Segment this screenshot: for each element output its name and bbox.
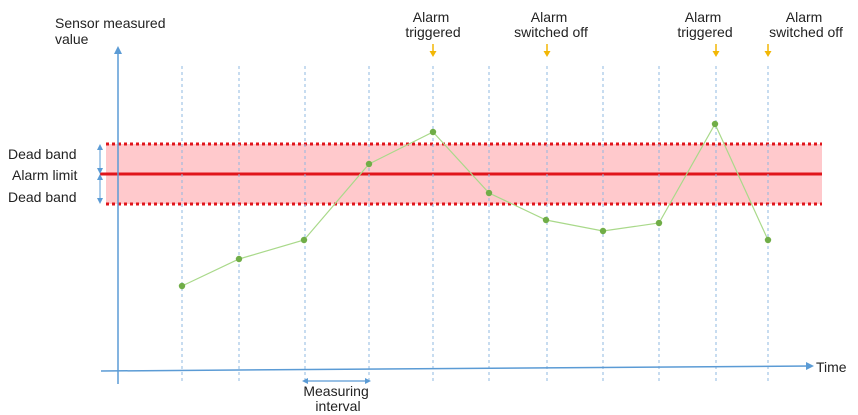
event-arrow bbox=[712, 44, 720, 57]
event-arrow bbox=[764, 44, 772, 57]
measuring-interval-label: Measuring interval bbox=[303, 383, 372, 414]
measuring-interval-label-line-2: interval bbox=[315, 398, 360, 414]
sensor-reading-point bbox=[300, 236, 308, 244]
event-arrows bbox=[429, 44, 772, 57]
sensor-reading-point bbox=[542, 216, 550, 224]
sensor-reading-point bbox=[599, 227, 607, 235]
sensor-reading-point bbox=[764, 236, 772, 244]
sensor-reading-point bbox=[711, 120, 719, 128]
event-label-line-1: Alarm bbox=[531, 9, 568, 25]
sensor-reading-point bbox=[485, 189, 493, 197]
sensor-reading-point bbox=[365, 160, 373, 168]
event-label-alarm-triggered-1: Alarm triggered bbox=[405, 9, 460, 40]
event-label-line-1: Alarm bbox=[413, 9, 450, 25]
event-label-line-1: Alarm bbox=[685, 9, 722, 25]
sensor-value-points bbox=[178, 120, 772, 290]
x-axis-label: Time bbox=[816, 359, 847, 375]
event-label-line-1: Alarm bbox=[786, 9, 823, 25]
event-label-line-2: switched off bbox=[514, 24, 588, 40]
event-arrow bbox=[543, 44, 551, 57]
event-label-alarm-switched-off-1: Alarm switched off bbox=[514, 9, 588, 40]
sensor-reading-point bbox=[429, 128, 437, 136]
dead-band-upper-label: Dead band bbox=[8, 146, 77, 162]
y-axis-label-line-1: Sensor measured bbox=[55, 15, 166, 31]
event-label-line-2: triggered bbox=[405, 24, 460, 40]
event-label-alarm-switched-off-2: Alarm switched off bbox=[769, 9, 843, 40]
sensor-reading-point bbox=[655, 219, 663, 227]
y-axis-label: Sensor measured value bbox=[55, 15, 169, 47]
event-arrow bbox=[429, 44, 437, 57]
measuring-grid bbox=[181, 66, 769, 382]
sensor-reading-point bbox=[178, 282, 186, 290]
sensor-reading-point bbox=[235, 255, 243, 263]
dead-band-lower-label: Dead band bbox=[8, 189, 77, 205]
event-label-line-2: triggered bbox=[677, 24, 732, 40]
y-axis-label-line-2: value bbox=[55, 31, 89, 47]
measuring-interval-label-line-1: Measuring bbox=[303, 383, 368, 399]
event-label-line-2: switched off bbox=[769, 24, 843, 40]
event-label-alarm-triggered-2: Alarm triggered bbox=[677, 9, 732, 40]
x-axis bbox=[100, 362, 814, 372]
alarm-limit-label: Alarm limit bbox=[12, 167, 77, 183]
